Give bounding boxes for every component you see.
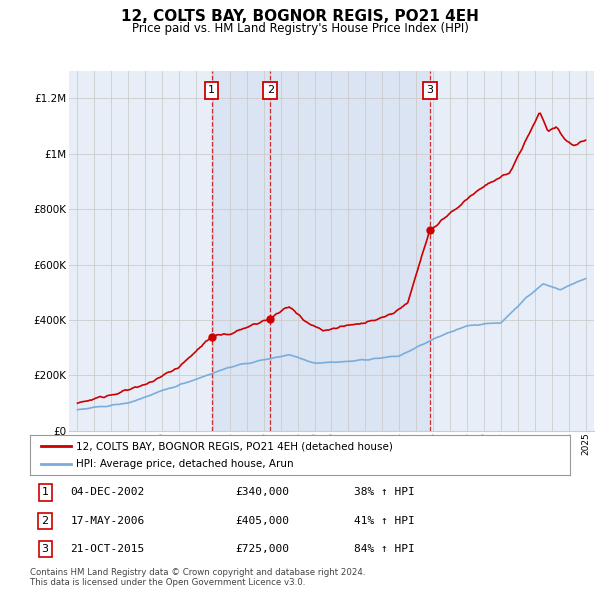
Text: HPI: Average price, detached house, Arun: HPI: Average price, detached house, Arun bbox=[76, 459, 293, 469]
Text: 17-MAY-2006: 17-MAY-2006 bbox=[71, 516, 145, 526]
Bar bbox=[270, 71, 430, 431]
Text: 41% ↑ HPI: 41% ↑ HPI bbox=[354, 516, 415, 526]
Text: 38% ↑ HPI: 38% ↑ HPI bbox=[354, 487, 415, 497]
Text: 12, COLTS BAY, BOGNOR REGIS, PO21 4EH (detached house): 12, COLTS BAY, BOGNOR REGIS, PO21 4EH (d… bbox=[76, 441, 393, 451]
Text: 1: 1 bbox=[208, 85, 215, 95]
Text: £340,000: £340,000 bbox=[235, 487, 289, 497]
Text: Contains HM Land Registry data © Crown copyright and database right 2024.
This d: Contains HM Land Registry data © Crown c… bbox=[30, 568, 365, 587]
Text: 04-DEC-2002: 04-DEC-2002 bbox=[71, 487, 145, 497]
Text: £405,000: £405,000 bbox=[235, 516, 289, 526]
Bar bbox=[212, 71, 270, 431]
Text: 3: 3 bbox=[426, 85, 433, 95]
Text: 3: 3 bbox=[41, 544, 49, 554]
Text: Price paid vs. HM Land Registry's House Price Index (HPI): Price paid vs. HM Land Registry's House … bbox=[131, 22, 469, 35]
Text: 84% ↑ HPI: 84% ↑ HPI bbox=[354, 544, 415, 554]
Text: 2: 2 bbox=[266, 85, 274, 95]
Text: 21-OCT-2015: 21-OCT-2015 bbox=[71, 544, 145, 554]
Text: 1: 1 bbox=[41, 487, 49, 497]
Text: £725,000: £725,000 bbox=[235, 544, 289, 554]
Text: 2: 2 bbox=[41, 516, 49, 526]
Text: 12, COLTS BAY, BOGNOR REGIS, PO21 4EH: 12, COLTS BAY, BOGNOR REGIS, PO21 4EH bbox=[121, 9, 479, 24]
